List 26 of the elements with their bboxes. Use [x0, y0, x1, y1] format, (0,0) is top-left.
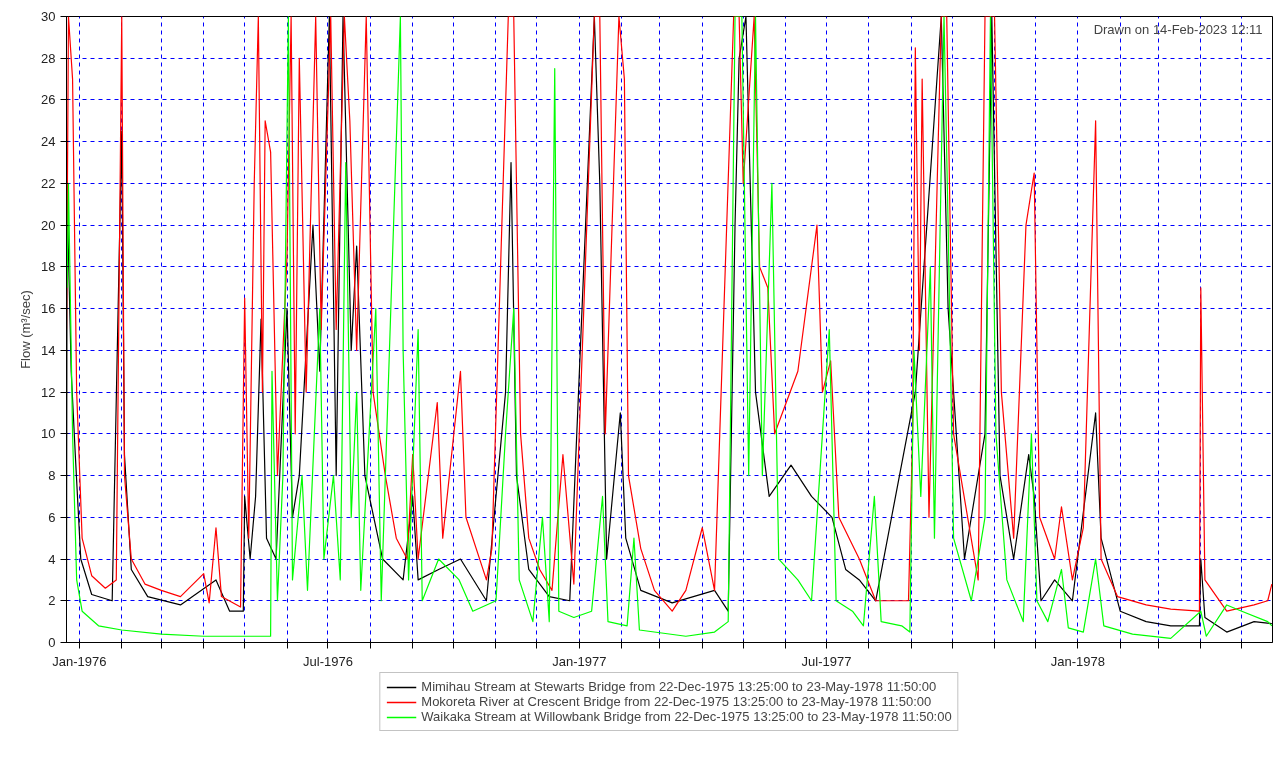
- legend-label: Mimihau Stream at Stewarts Bridge from 22-Dec-1975 13:25:00 to 23-May-1978 11:50:00: [421, 679, 937, 694]
- y-tick-label: 24: [41, 134, 56, 150]
- y-tick-label: 16: [41, 301, 56, 317]
- y-tick-label: 14: [41, 342, 56, 358]
- x-tick-label: Jul-1976: [303, 653, 353, 669]
- x-tick-label: Jul-1977: [801, 653, 852, 669]
- y-tick-label: 12: [41, 384, 56, 400]
- y-tick-label: 6: [48, 509, 56, 525]
- legend-label: Mokoreta River at Crescent Bridge from 22-Dec-1975 13:25:00 to 23-May-1978 11:50:00: [421, 694, 932, 709]
- y-tick-label: 8: [48, 468, 56, 484]
- annotation: Drawn on 14-Feb-2023 12:11: [1093, 21, 1263, 37]
- x-tick-label: Jan-1978: [1050, 653, 1105, 669]
- y-tick-label: 22: [41, 175, 56, 191]
- x-tick-label: Jan-1977: [552, 653, 607, 669]
- legend-label: Waikaka Stream at Willowbank Bridge from 22-Dec-1975 13:25:00 to 23-May-1978 11:50:00: [421, 709, 952, 724]
- y-tick-label: 4: [48, 551, 56, 567]
- y-tick-label: 0: [48, 635, 56, 650]
- y-tick-label: 2: [48, 593, 56, 609]
- y-tick-label: 20: [41, 217, 56, 233]
- y-tick-label: 18: [41, 259, 56, 275]
- y-tick-label: 30: [41, 9, 56, 24]
- x-tick-label: Jan-1976: [52, 653, 107, 669]
- y-axis-title: Flow (m³/sec): [18, 290, 34, 369]
- y-tick-label: 10: [41, 426, 56, 442]
- y-tick-label: 28: [41, 50, 56, 66]
- y-tick-label: 26: [41, 92, 56, 108]
